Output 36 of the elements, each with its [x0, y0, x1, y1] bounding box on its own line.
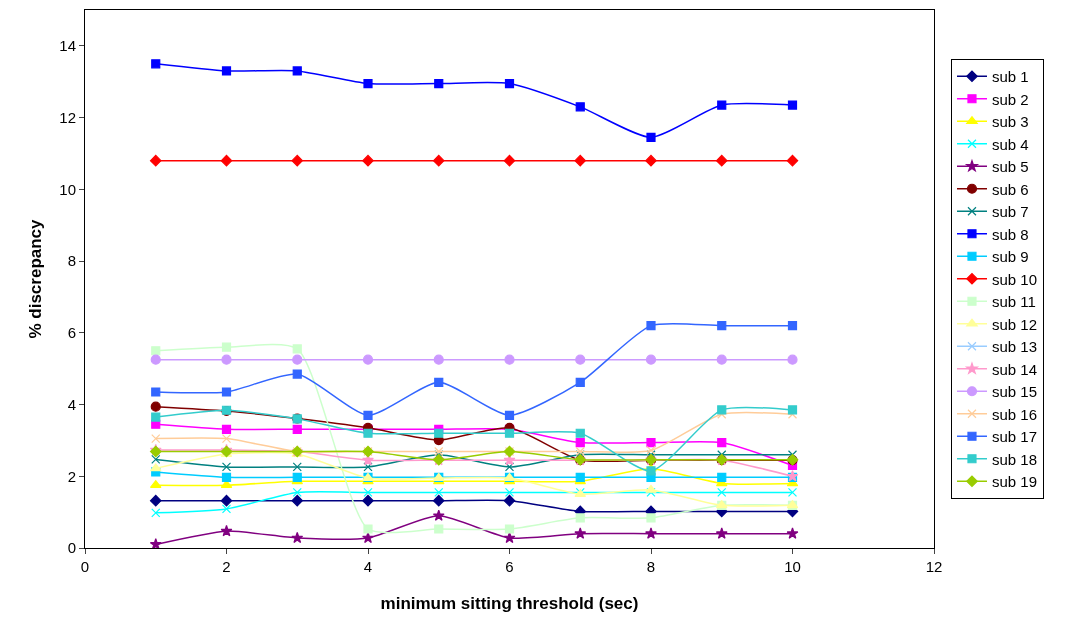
x-tick-label: 2 — [222, 558, 231, 575]
y-tick-label: 10 — [59, 180, 76, 198]
x-tick-label: 0 — [80, 558, 90, 575]
y-axis-title: % discrepancy — [26, 218, 45, 339]
legend-label: sub 18 — [991, 450, 1038, 468]
legend-label: sub 7 — [991, 203, 1029, 221]
y-tick-label: 4 — [67, 395, 76, 413]
y-tick-label: 8 — [67, 252, 76, 270]
legend-label: sub 19 — [991, 473, 1038, 491]
legend-label: sub 15 — [991, 383, 1038, 401]
legend-label: sub 4 — [991, 135, 1029, 153]
legend-label: sub 11 — [991, 293, 1036, 311]
legend-label: sub 10 — [991, 270, 1038, 288]
y-tick-label: 12 — [59, 108, 76, 126]
x-tick-label: 6 — [505, 558, 514, 575]
legend-label: sub 17 — [991, 428, 1038, 446]
y-tick-label: 0 — [67, 539, 76, 557]
y-tick-label: 2 — [67, 467, 76, 485]
legend-label: sub 1 — [991, 68, 1029, 86]
legend-label: sub 14 — [991, 360, 1038, 378]
x-tick-label: 10 — [784, 558, 801, 575]
legend-label: sub 12 — [991, 315, 1038, 333]
x-tick-label: 4 — [363, 558, 373, 575]
legend-label: sub 8 — [991, 225, 1029, 243]
x-tick-label: 12 — [925, 558, 943, 575]
x-axis-title: minimum sitting threshold (sec) — [380, 594, 639, 613]
legend-label: sub 2 — [991, 90, 1029, 108]
legend-label: sub 3 — [991, 113, 1029, 131]
y-tick-label: 6 — [67, 324, 76, 342]
x-tick-label: 8 — [646, 558, 656, 575]
legend-label: sub 16 — [991, 405, 1038, 423]
legend-label: sub 6 — [991, 180, 1029, 198]
legend-label: sub 9 — [991, 248, 1029, 266]
legend-label: sub 5 — [991, 158, 1029, 176]
y-tick-label: 14 — [59, 37, 76, 55]
legend-label: sub 13 — [991, 338, 1038, 356]
